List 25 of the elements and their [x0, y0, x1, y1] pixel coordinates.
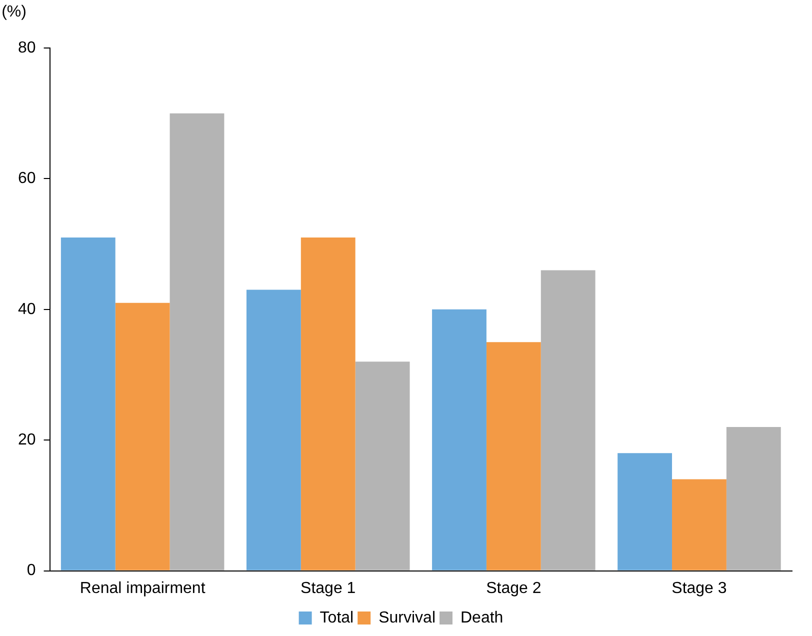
y-tick-label: 0 [26, 562, 36, 580]
legend-label: Survival [378, 609, 436, 626]
y-axis-title: (%) [2, 3, 26, 20]
bar [170, 113, 224, 570]
bar [246, 290, 301, 570]
bar [300, 238, 356, 570]
bar [355, 362, 410, 570]
bar [432, 309, 486, 570]
y-tick-label: 80 [18, 39, 36, 56]
y-tick-label: 60 [18, 170, 36, 188]
bar [115, 302, 170, 570]
x-tick-label: Renal impairment [80, 580, 206, 597]
bar [540, 270, 596, 570]
bar [726, 427, 781, 570]
y-tick-label: 40 [18, 300, 36, 318]
bar [486, 342, 541, 570]
x-tick-label: Stage 2 [486, 580, 542, 597]
x-tick-label: Stage 3 [672, 580, 727, 597]
legend-label: Death [460, 609, 504, 626]
x-tick-label: Stage 1 [300, 580, 356, 597]
bar [60, 238, 116, 570]
bar [618, 453, 672, 570]
bar [672, 479, 726, 570]
legend-label: Total [320, 609, 354, 626]
y-tick-label: 20 [18, 432, 36, 449]
